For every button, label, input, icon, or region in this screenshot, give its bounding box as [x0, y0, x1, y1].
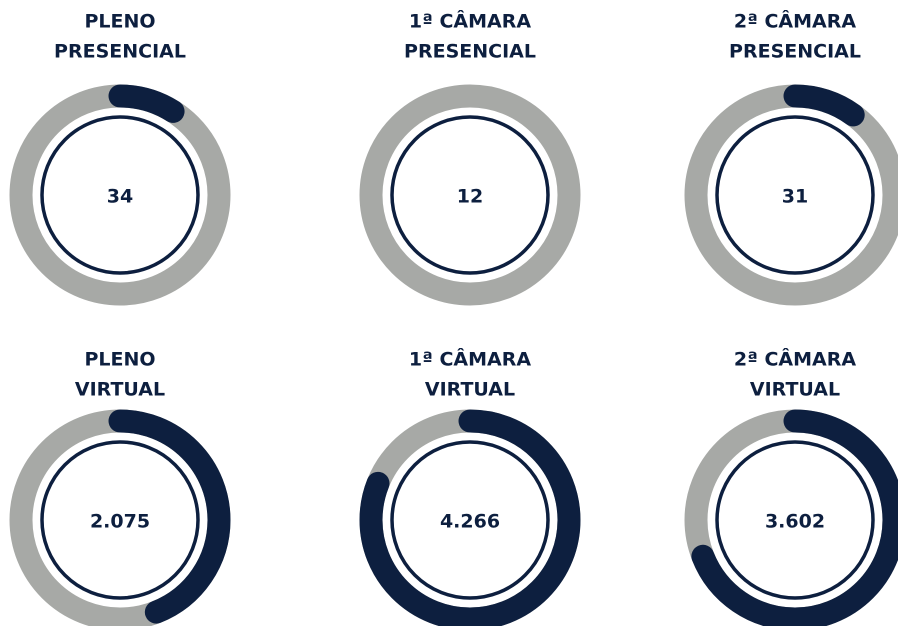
gauge-value: 4.266: [440, 511, 500, 533]
gauge-value: 12: [457, 186, 483, 208]
gauge-title: VIRTUAL: [75, 379, 165, 401]
gauge-title: 2ª CÂMARA: [734, 10, 856, 33]
gauge-value: 34: [107, 186, 133, 208]
gauge-track: [359, 84, 581, 306]
gauge-title: PRESENCIAL: [729, 41, 861, 63]
gauge-arc: [9, 409, 231, 626]
gauge-title: PLENO: [84, 349, 155, 371]
gauge-title: PRESENCIAL: [54, 41, 186, 63]
gauge-inner: [40, 115, 200, 275]
gauge-title: 1ª CÂMARA: [409, 348, 531, 371]
gauge-title: 1ª CÂMARA: [409, 10, 531, 33]
gauge-value: 31: [782, 186, 808, 208]
gauge-title: VIRTUAL: [750, 379, 840, 401]
gauge-arc: [359, 409, 581, 626]
gauge-arc: [684, 409, 898, 626]
gauge-value: 3.602: [765, 511, 825, 533]
gauge-inner: [390, 440, 550, 600]
gauge-title: VIRTUAL: [425, 379, 515, 401]
gauge-inner: [715, 440, 875, 600]
gauge-arc: [9, 84, 231, 306]
gauge-title: PRESENCIAL: [404, 41, 536, 63]
gauge-inner: [715, 115, 875, 275]
gauge-value: 2.075: [90, 511, 150, 533]
gauge-title: PLENO: [84, 11, 155, 33]
gauge-inner: [390, 115, 550, 275]
gauge-title: 2ª CÂMARA: [734, 348, 856, 371]
gauge-inner: [40, 440, 200, 600]
gauge-arc: [684, 84, 898, 306]
